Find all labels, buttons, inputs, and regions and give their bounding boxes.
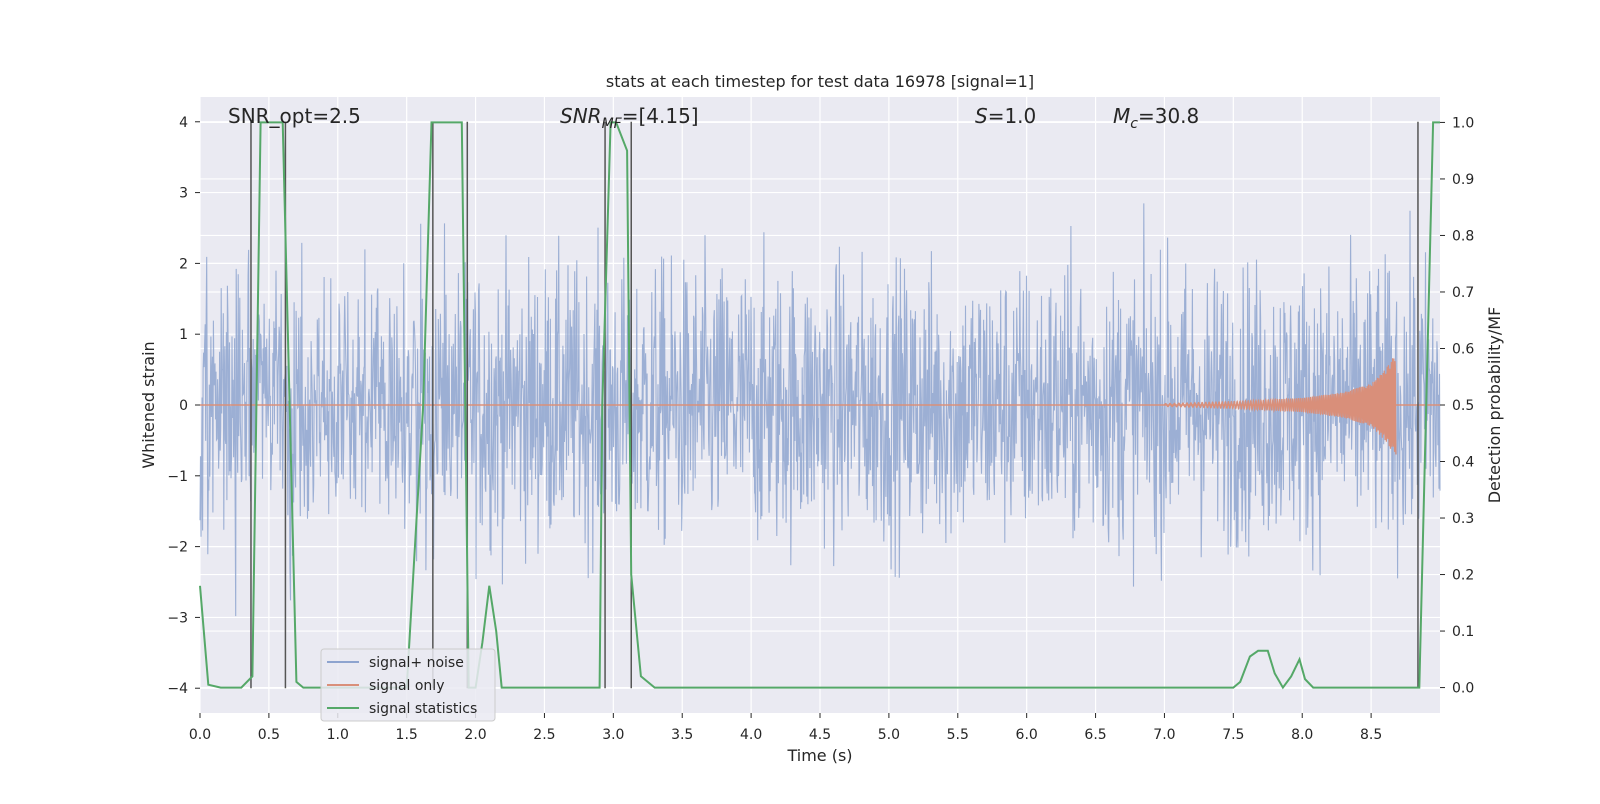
series-signal-plus-noise — [199, 203, 1441, 617]
y-tick-label: 0 — [179, 398, 188, 414]
x-tick-label: 0.0 — [189, 727, 211, 743]
x-tick-label: 4.5 — [809, 727, 831, 743]
annotation-snr-mf-sub: MF — [602, 116, 623, 132]
x-axis-ticks: 0.0 0.5 1.0 1.5 2.0 2.5 3.0 3.5 4.0 4.5 5.0 5.5 6.0 6… — [189, 713, 1382, 743]
y2-tick-label: 0.1 — [1452, 624, 1474, 640]
annotation-snr-mf: SNRMF=[4.15] — [560, 104, 699, 132]
y2-tick-label: 0.0 — [1452, 681, 1474, 697]
y2-tick-label: 0.7 — [1452, 285, 1474, 301]
legend-label-signal-statistics: signal statistics — [369, 701, 477, 717]
x-tick-label: 5.5 — [947, 727, 969, 743]
y2-tick-label: 0.4 — [1452, 455, 1474, 471]
y-tick-label: 2 — [179, 256, 188, 272]
signal-only-line — [1163, 358, 1397, 455]
y2-tick-label: 0.9 — [1452, 172, 1474, 188]
x-tick-label: 8.5 — [1360, 727, 1382, 743]
y-axis-label: Whitened strain — [139, 341, 158, 468]
series-signal-statistics — [199, 121, 1440, 690]
x-tick-label: 6.0 — [1016, 727, 1038, 743]
signal-plus-noise-line — [199, 203, 1441, 617]
x-tick-label: 2.5 — [533, 727, 555, 743]
x-tick-label: 1.0 — [327, 727, 349, 743]
x-tick-label: 8.0 — [1291, 727, 1313, 743]
legend-label-signal-only: signal only — [369, 678, 444, 694]
legend-box — [320, 648, 496, 722]
y2-tick-label: 1.0 — [1452, 115, 1474, 131]
y-axis-ticks: 4 3 2 1 0 −1 −2 −3 −4 — [167, 115, 200, 697]
signal-statistics-line — [199, 121, 1440, 690]
y-tick-label: −2 — [167, 540, 188, 556]
annotation-s-main: S — [975, 104, 988, 128]
y-tick-label: 4 — [179, 115, 188, 131]
y2-axis-ticks: 1.0 0.9 0.8 0.7 0.6 0.5 0.4 0.3 0.2 0.1 0.0 — [1440, 115, 1474, 697]
x-axis-label: Time (s) — [786, 746, 852, 765]
series-signal-only — [200, 358, 1440, 455]
y2-axis-label: Detection probability/MF — [1485, 307, 1504, 504]
annotation-snr-mf-main: SNR — [560, 104, 602, 128]
x-tick-label: 3.5 — [671, 727, 693, 743]
x-tick-label: 7.5 — [1222, 727, 1244, 743]
x-tick-label: 3.0 — [602, 727, 624, 743]
y2-tick-label: 0.2 — [1452, 568, 1474, 584]
annotation-mc-sub: c — [1130, 116, 1138, 132]
x-tick-label: 7.0 — [1153, 727, 1175, 743]
annotation-snr-opt: SNR_opt=2.5 — [228, 104, 361, 128]
y-tick-label: 1 — [179, 327, 188, 343]
annotation-s-rest: =1.0 — [988, 104, 1037, 128]
x-tick-label: 1.5 — [396, 727, 418, 743]
x-tick-label: 5.0 — [878, 727, 900, 743]
annotation-mc-rest: =30.8 — [1138, 104, 1199, 128]
legend: signal+ noise signal only signal statist… — [320, 648, 496, 722]
y-tick-label: −3 — [167, 610, 188, 626]
y-tick-label: −4 — [167, 681, 188, 697]
x-tick-label: 6.5 — [1084, 727, 1106, 743]
y-tick-label: −1 — [167, 469, 188, 485]
annotation-s: S=1.0 — [975, 104, 1036, 128]
x-tick-label: 4.0 — [740, 727, 762, 743]
y2-tick-label: 0.6 — [1452, 341, 1474, 357]
y-tick-label: 3 — [179, 186, 188, 202]
annotation-mc: Mc=30.8 — [1113, 104, 1199, 132]
legend-label-signal-plus-noise: signal+ noise — [369, 655, 464, 671]
x-tick-label: 0.5 — [258, 727, 280, 743]
annotation-snr-mf-rest: =[4.15] — [622, 104, 699, 128]
y2-tick-label: 0.8 — [1452, 228, 1474, 244]
annotation-mc-main: M — [1113, 104, 1130, 128]
y2-tick-label: 0.3 — [1452, 511, 1474, 527]
x-tick-label: 2.0 — [464, 727, 486, 743]
chart-title: stats at each timestep for test data 169… — [606, 72, 1034, 91]
y2-tick-label: 0.5 — [1452, 398, 1474, 414]
